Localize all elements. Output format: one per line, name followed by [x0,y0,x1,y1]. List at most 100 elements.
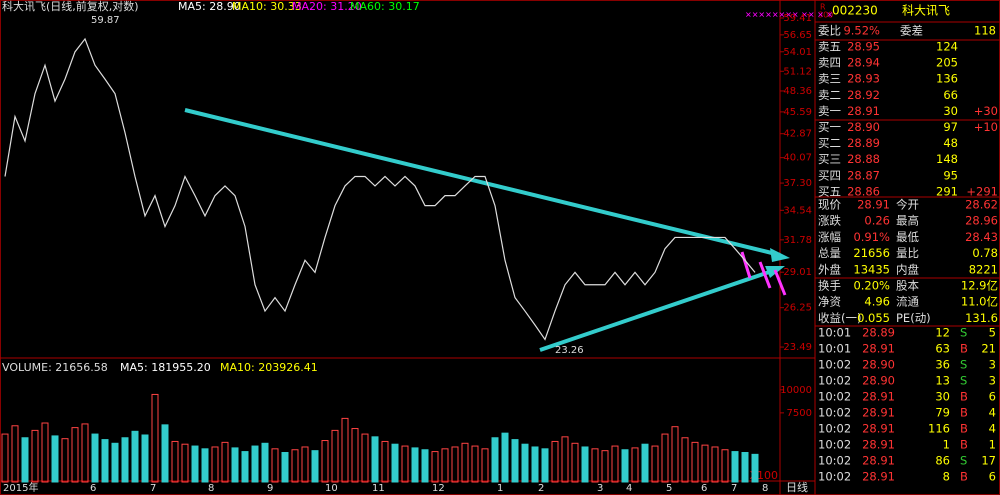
quote-cell: 28.43 [965,230,998,244]
y-tick-label: 23.49 [783,342,812,353]
quote-cell: 10:01 [818,342,851,356]
quote-cell: 流通 [896,295,919,309]
signals: ✕✕✕✕✕✕✕✕ ✕✕ ✕ ✕ [745,11,833,20]
quote-cell: 内盘 [896,262,919,276]
volume-bar [521,443,529,483]
y-tick-label: 34.54 [783,205,812,216]
quote-cell: 79 [935,406,950,420]
quote-cell: 28.90 [847,120,880,134]
quote-cell: 10:02 [818,422,851,436]
quote-cell: 委差 [900,24,923,38]
volume-bar [681,437,689,483]
volume-bar [611,445,619,483]
volume-bar [261,442,269,483]
month-label: 9 [267,483,273,494]
quote-cell: 12 [935,326,950,340]
volume-bar [381,440,389,483]
quote-cell: 10:02 [818,374,851,388]
quote-cell: 1 [989,438,996,452]
volume-bar [571,442,579,483]
month-label: 2015年 [3,481,38,494]
quote-cell: 股本 [896,279,919,293]
volume-bar [601,450,609,483]
volume-bar [691,441,699,483]
quote-cell: 148 [936,152,958,166]
quote-cell: 28.91 [862,390,895,404]
quote-cell: 总量 [818,246,841,260]
y-tick-label: 48.36 [783,86,812,97]
period: 日线 [786,480,808,494]
quote-cell: 28.90 [862,374,895,388]
quote-cell: 卖四 [818,56,841,70]
ma20: MA20: 31.20 [292,0,362,13]
month-label: 6 [701,483,707,494]
volume-bar [361,433,369,483]
quote-cell: 买五 [818,184,841,198]
quote-cell: 28.89 [847,136,880,150]
quote-cell: 换手 [818,279,841,293]
volume-bar [11,425,19,483]
quote-cell: 0.055 [857,311,890,325]
volume-bar [131,430,139,483]
quote-cell: 买三 [818,152,841,166]
month-label: 12 [432,483,445,494]
volume-bar [541,448,549,483]
quote-cell: 30 [935,390,950,404]
quote-cell: 28.93 [847,72,880,86]
quote-cell: 10:02 [818,454,851,468]
quote-cell: 量比 [896,246,919,260]
quote-cell: 买一 [818,120,841,134]
quote-cell: 21 [981,342,996,356]
quote-cell: 48 [943,136,958,150]
quote-cell: 205 [936,56,958,70]
month-label: 8 [762,483,768,494]
quote-cell: 外盘 [818,262,841,276]
volume-bar [271,448,279,483]
quote-cell: 4 [989,406,996,420]
volume-bar [141,434,149,483]
month-label: 7 [731,483,737,494]
volume-bar [21,437,29,483]
volume-bar [251,445,259,483]
low-label: 23.26 [555,345,584,356]
volume-bar [311,450,319,483]
quote-cell: 28.62 [965,198,998,212]
volume-bar [451,446,459,483]
month-label: 10 [325,483,338,494]
quote-cell: 收益(一) [818,311,861,325]
chart-title: 科大讯飞(日线,前复权,对数) [2,0,139,13]
quote-cell: S [960,358,967,372]
quote-cell: 涨幅 [818,230,841,244]
quote-cell: 12.9亿 [961,279,998,293]
volume-bar [581,446,589,483]
month-label: 11 [372,483,385,494]
quote-cell: 124 [936,40,958,54]
month-label: 7 [150,483,156,494]
quote-cell: 净资 [818,295,841,309]
quote-cell: 卖一 [818,104,841,118]
volume-bar [371,436,379,483]
quote-cell: 买四 [818,168,841,182]
ma5: MA5: 28.90 [178,0,241,13]
y-tick-label: 7500 [787,408,812,419]
y-tick-label: 45.59 [783,107,812,118]
volume-bar [31,429,39,483]
volume-title: VOLUME: 21656.58 [2,361,108,374]
stock-name: 科大讯飞 [902,4,950,18]
quote-cell: 0.20% [853,279,890,293]
quote-cell: 28.90 [862,358,895,372]
volume-bar [191,445,199,483]
volume-bar [121,437,129,483]
volume-bar [61,438,69,483]
quote-cell: 136 [936,72,958,86]
y-tick-label: 10000 [780,385,812,396]
volume-bar [411,447,419,483]
quote-cell: 6 [989,470,996,484]
volume-bar [151,393,159,483]
quote-cell: 10:01 [818,326,851,340]
quote-cell: 10:02 [818,390,851,404]
volume-bar [561,436,569,483]
code-r: R [820,3,826,12]
volume-bar [281,452,289,483]
quote-cell: B [960,422,968,436]
